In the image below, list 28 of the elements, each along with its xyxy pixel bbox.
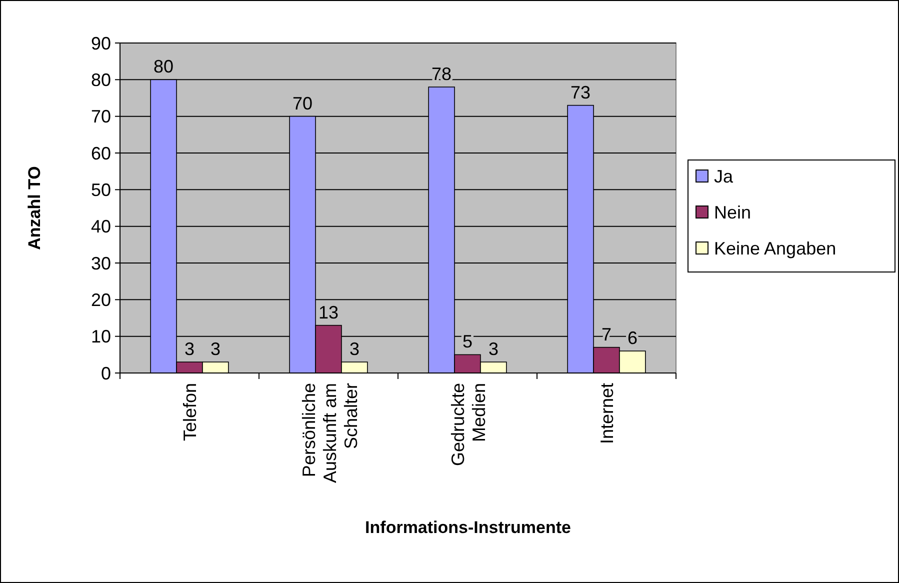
data-label: 3 — [488, 339, 498, 359]
x-tick-label: Telefon — [180, 383, 200, 442]
y-tick-label: 20 — [90, 290, 111, 310]
x-axis-title: Informations-Instrumente — [365, 518, 571, 537]
x-tick-label: Internet — [596, 383, 617, 444]
data-label: 13 — [318, 302, 339, 322]
y-tick-label: 40 — [90, 216, 111, 237]
y-tick-label: 50 — [90, 180, 111, 200]
y-tick-label: 0 — [100, 363, 111, 384]
data-label: 73 — [570, 82, 591, 102]
y-axis-title: Anzahl TO — [25, 166, 44, 250]
y-tick-label: 80 — [90, 70, 111, 90]
data-label: 78 — [432, 64, 452, 84]
data-label: 3 — [349, 339, 360, 359]
data-label: 70 — [292, 93, 313, 114]
legend-label: Nein — [714, 202, 752, 222]
y-tick-label: 70 — [90, 106, 111, 127]
y-tick-label: 30 — [90, 253, 111, 274]
y-tick-label: 10 — [90, 326, 111, 347]
y-tick-label: 90 — [90, 33, 111, 54]
legend-label: Keine Angaben — [714, 238, 836, 258]
data-label: 80 — [154, 56, 174, 77]
data-label: 3 — [210, 339, 220, 359]
x-tick-label: Gedruckte Medien — [448, 383, 489, 466]
legend-label: Ja — [714, 166, 734, 186]
data-label: 3 — [184, 339, 195, 359]
x-tick-label: Persönliche Auskunft am Schalter — [298, 383, 361, 484]
y-tick-label: 60 — [90, 143, 111, 164]
